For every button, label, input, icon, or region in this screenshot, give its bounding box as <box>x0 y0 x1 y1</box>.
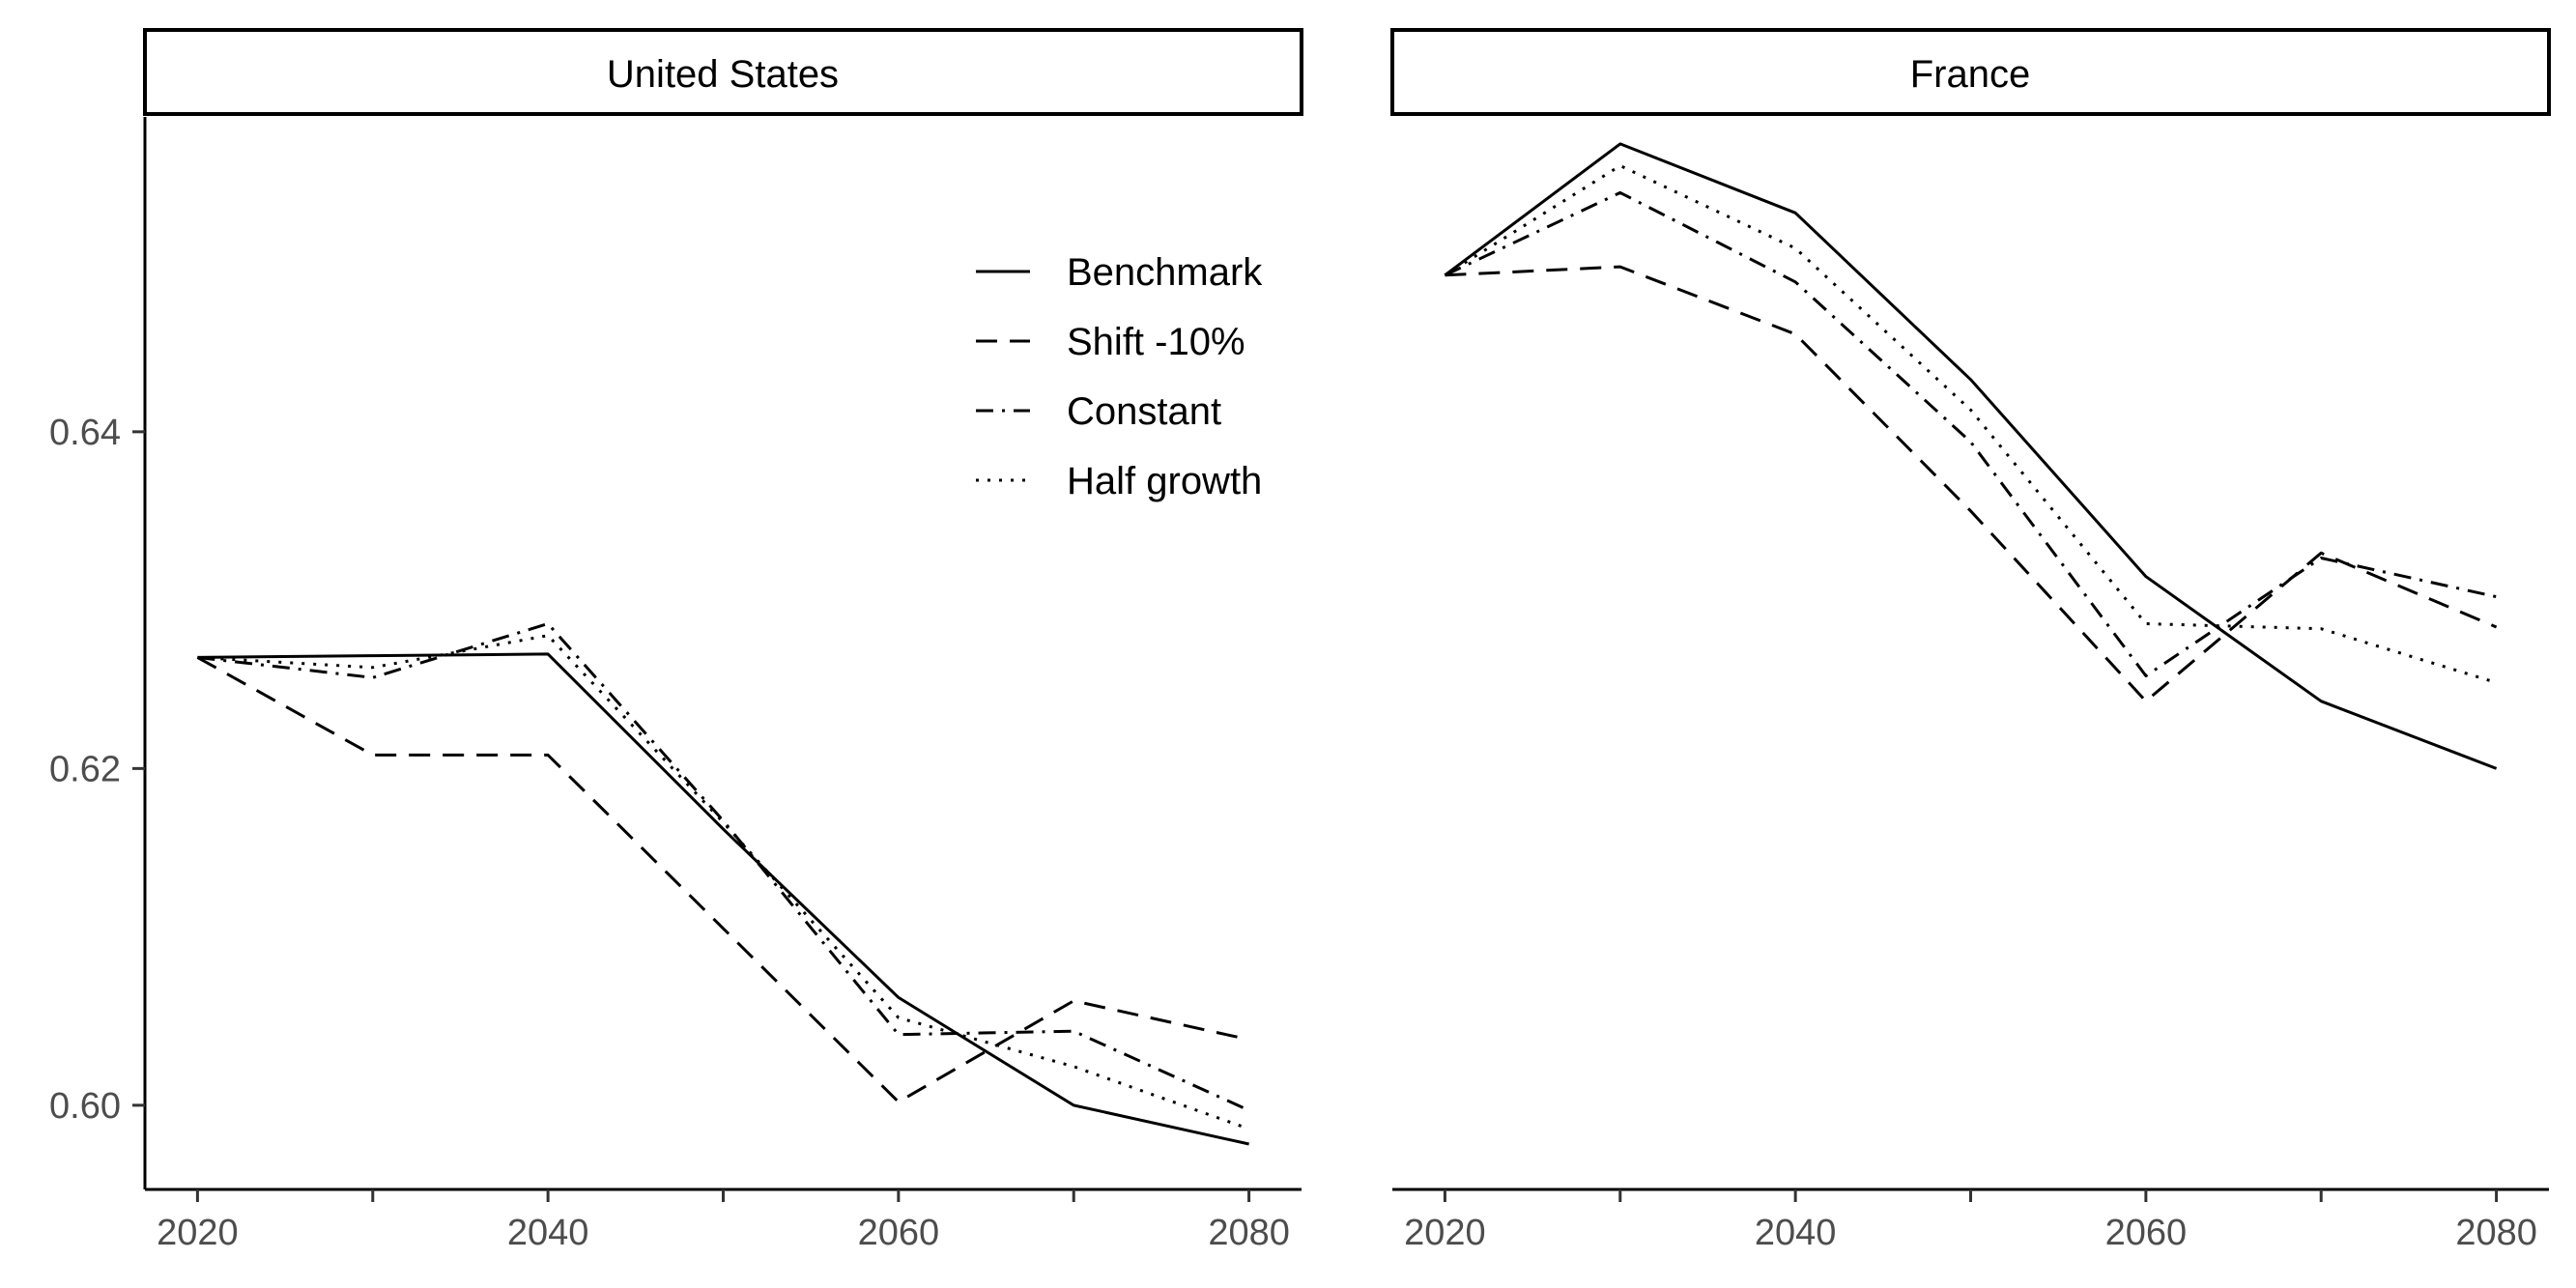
strip-label-france: France <box>1910 53 2031 96</box>
panel-france: France 2020 2040 2060 2080 <box>1390 28 2551 1253</box>
series-line-half-growth-united-states <box>197 634 1250 1131</box>
panel-united-states: United States 2020 2040 2060 2080 0.600.620… <box>49 28 1303 1253</box>
legend-label-constant: Constant <box>1067 390 1221 433</box>
x-tick-label-2060-france: 2060 <box>2105 1213 2188 1253</box>
x-tick-label-2020-france: 2020 <box>1404 1213 1486 1253</box>
panel-series-united-states <box>196 622 1250 1146</box>
strip-label-united-states: United States <box>607 53 839 96</box>
series-line-constant-france <box>1444 190 2497 677</box>
y-tick-label-0.62: 0.62 <box>49 749 121 789</box>
x-tick-label-2080-france: 2080 <box>2455 1213 2537 1253</box>
y-tick-label-0.60: 0.60 <box>49 1086 121 1127</box>
x-tick-label-2080-united-states: 2080 <box>1208 1213 1290 1253</box>
y-ticks: 0.60 0.62 0.64 <box>49 413 145 1127</box>
strip-box-france <box>1390 28 2551 116</box>
strip-box-united-states <box>143 28 1303 116</box>
series-line-benchmark-united-states <box>197 652 1249 1146</box>
x-tick-label-2060-united-states: 2060 <box>858 1213 940 1253</box>
series-line-shift-10-france <box>1445 265 2498 703</box>
x-tick-label-2040-united-states: 2040 <box>507 1213 589 1253</box>
legend-label-benchmark: Benchmark <box>1067 251 1263 294</box>
legend: Benchmark Shift -10% Constant Half growth <box>976 251 1263 502</box>
series-line-benchmark-france <box>1444 142 2498 770</box>
x-ticks-united-states: 2020 2040 2060 2080 <box>157 1189 1290 1253</box>
panel-series-france <box>1444 142 2498 770</box>
x-tick-label-2040-france: 2040 <box>1755 1213 1837 1253</box>
legend-label-half-growth: Half growth <box>1067 460 1262 502</box>
legend-label-shift-10: Shift -10% <box>1067 321 1245 363</box>
series-line-shift-10-united-states <box>196 656 1249 1103</box>
y-tick-label-0.64: 0.64 <box>49 413 121 453</box>
x-ticks-france: 2020 2040 2060 2080 <box>1404 1189 2537 1253</box>
x-tick-label-2020-united-states: 2020 <box>157 1213 239 1253</box>
series-line-half-growth-france <box>1444 164 2498 684</box>
